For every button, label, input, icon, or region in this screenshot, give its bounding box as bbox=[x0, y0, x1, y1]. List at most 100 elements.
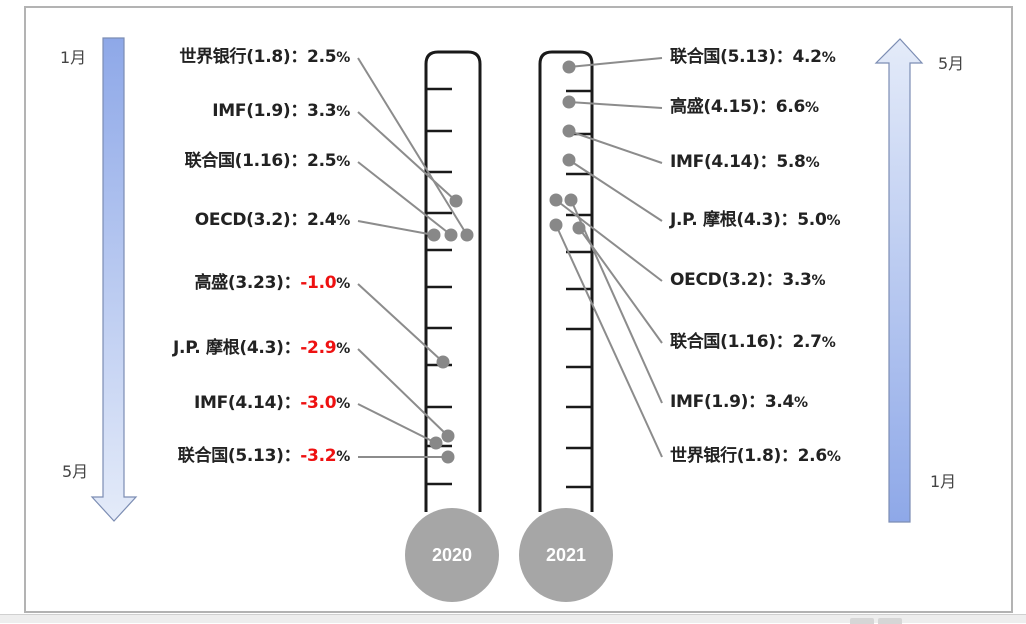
forecast-label-2021: J.P. 摩根(4.3)：5.0% bbox=[670, 210, 841, 231]
forecast-label-2020: IMF(4.14)：-3.0% bbox=[194, 393, 350, 414]
forecast-unit: % bbox=[336, 341, 350, 357]
leader-line bbox=[357, 57, 468, 236]
thermometer-2021-tube bbox=[538, 50, 594, 512]
leader-line bbox=[568, 159, 663, 222]
leader-line bbox=[357, 403, 437, 444]
forecast-label-2021: IMF(1.9)：3.4% bbox=[670, 392, 808, 413]
forecast-unit: % bbox=[336, 449, 350, 465]
thermometer-2020-ticks bbox=[426, 87, 452, 486]
thermometer-2021-ticks bbox=[566, 89, 592, 489]
forecast-dot bbox=[449, 194, 463, 208]
forecast-dots bbox=[427, 60, 586, 464]
forecast-value: 2.6 bbox=[797, 446, 828, 466]
view-button-2[interactable] bbox=[878, 618, 902, 624]
forecast-dot bbox=[549, 193, 563, 207]
forecast-label-2020: J.P. 摩根(4.3)：-2.9% bbox=[173, 338, 350, 359]
forecast-unit: % bbox=[826, 213, 841, 229]
forecast-unit: % bbox=[821, 335, 836, 351]
forecast-unit: % bbox=[336, 104, 350, 120]
forecast-unit: % bbox=[826, 449, 841, 465]
view-button-1[interactable] bbox=[850, 618, 874, 624]
forecast-dot bbox=[562, 153, 576, 167]
leader-line bbox=[555, 199, 663, 282]
year-label-2020: 2020 bbox=[431, 545, 473, 565]
leader-lines bbox=[357, 57, 663, 458]
forecast-label-2020: 联合国(5.13)：-3.2% bbox=[178, 446, 350, 467]
leader-line bbox=[570, 199, 663, 404]
forecast-dot bbox=[562, 95, 576, 109]
forecast-source: IMF(4.14)： bbox=[670, 152, 777, 172]
leader-line bbox=[357, 220, 435, 236]
forecast-value: 5.8 bbox=[776, 152, 806, 172]
year-label-2021: 2021 bbox=[545, 545, 587, 565]
timeline-arrow-down-icon bbox=[90, 37, 138, 522]
forecast-label-2021: 联合国(5.13)：4.2% bbox=[670, 47, 836, 68]
forecast-value: 3.3 bbox=[307, 101, 337, 121]
leader-line bbox=[555, 224, 663, 458]
forecast-label-2020: IMF(1.9)：3.3% bbox=[212, 101, 350, 122]
left-axis-end-label: 5月 bbox=[62, 462, 89, 481]
forecast-label-2021: IMF(4.14)：5.8% bbox=[670, 152, 820, 173]
forecast-source: 联合国(1.16)： bbox=[670, 332, 793, 352]
forecast-unit: % bbox=[336, 50, 350, 66]
leader-line bbox=[357, 283, 444, 363]
leader-line bbox=[568, 130, 663, 164]
forecast-unit: % bbox=[811, 273, 826, 289]
forecast-value: -1.0 bbox=[300, 273, 337, 293]
forecast-dot bbox=[444, 228, 458, 242]
forecast-source: J.P. 摩根(4.3)： bbox=[173, 338, 301, 358]
bottom-status-strip bbox=[0, 614, 1026, 623]
forecast-unit: % bbox=[805, 100, 819, 116]
forecast-source: 联合国(5.13)： bbox=[670, 47, 793, 67]
forecast-dot bbox=[564, 193, 578, 207]
leader-line bbox=[357, 161, 452, 236]
forecast-source: 联合国(1.16)： bbox=[184, 151, 308, 171]
forecast-source: IMF(1.9)： bbox=[212, 101, 308, 121]
right-axis-end-label: 5月 bbox=[938, 54, 965, 73]
forecast-dot bbox=[562, 124, 576, 138]
forecast-source: IMF(4.14)： bbox=[193, 393, 301, 413]
forecast-source: J.P. 摩根(4.3)： bbox=[670, 210, 798, 230]
forecast-value: 2.4 bbox=[307, 210, 337, 230]
forecast-label-2020: 世界银行(1.8)：2.5% bbox=[179, 47, 350, 68]
forecast-label-2020: OECD(3.2)：2.4% bbox=[194, 210, 351, 231]
forecast-value: 6.6 bbox=[775, 97, 806, 117]
forecast-unit: % bbox=[336, 396, 350, 412]
forecast-value: 3.3 bbox=[782, 270, 812, 290]
forecast-dot bbox=[427, 228, 441, 242]
forecast-dot bbox=[562, 60, 576, 74]
thermometer-2021-bulb bbox=[519, 508, 613, 602]
forecast-source: 高盛(3.23)： bbox=[194, 273, 301, 293]
diagram-frame bbox=[24, 6, 1013, 613]
right-axis-start-label: 1月 bbox=[930, 472, 957, 491]
forecast-label-2021: 世界银行(1.8)：2.6% bbox=[670, 446, 841, 467]
forecast-dot bbox=[429, 436, 443, 450]
forecast-label-2020: 高盛(3.23)：-1.0% bbox=[194, 273, 350, 294]
forecast-dot bbox=[441, 429, 455, 443]
forecast-unit: % bbox=[336, 276, 350, 292]
leader-line bbox=[568, 57, 663, 68]
thermometer-2020-tube bbox=[424, 50, 482, 512]
forecast-label-2021: OECD(3.2)：3.3% bbox=[670, 270, 826, 291]
forecast-dot bbox=[572, 221, 586, 235]
forecast-source: OECD(3.2)： bbox=[194, 210, 308, 230]
forecast-unit: % bbox=[805, 155, 820, 171]
forecast-unit: % bbox=[336, 213, 350, 229]
forecast-value: -2.9 bbox=[300, 338, 337, 358]
leader-line bbox=[357, 348, 449, 437]
forecast-dot bbox=[436, 355, 450, 369]
leader-line bbox=[568, 101, 663, 109]
forecast-source: 世界银行(1.8)： bbox=[670, 446, 798, 466]
forecast-source: IMF(1.9)： bbox=[670, 392, 765, 412]
forecast-value: 5.0 bbox=[797, 210, 827, 230]
forecast-value: 2.5 bbox=[307, 151, 337, 171]
left-axis-start-label: 1月 bbox=[60, 48, 87, 67]
forecast-label-2021: 高盛(4.15)：6.6% bbox=[670, 97, 819, 118]
thermometer-2020-bulb bbox=[405, 508, 499, 602]
forecast-source: 世界银行(1.8)： bbox=[179, 47, 308, 67]
forecast-source: 联合国(5.13)： bbox=[177, 446, 301, 466]
forecast-unit: % bbox=[336, 154, 350, 170]
forecast-unit: % bbox=[794, 395, 808, 411]
